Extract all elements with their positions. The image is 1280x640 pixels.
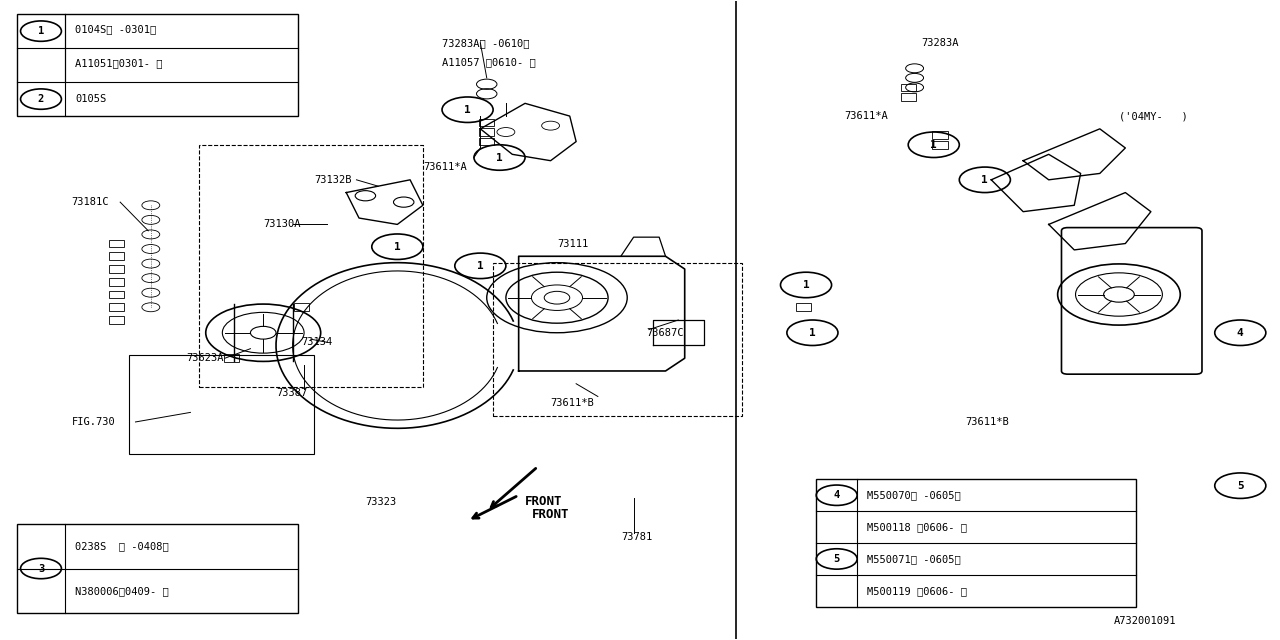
Text: 1: 1: [809, 328, 815, 338]
Text: 73623A: 73623A: [187, 353, 224, 364]
Bar: [901, 93, 916, 100]
Bar: [109, 278, 124, 285]
Text: 73132B: 73132B: [315, 175, 352, 185]
Text: 2: 2: [38, 94, 44, 104]
Text: 0238S  〈 -0408〉: 0238S 〈 -0408〉: [76, 541, 169, 551]
Bar: [901, 84, 916, 92]
Text: 73611*B: 73611*B: [550, 398, 594, 408]
Text: 1: 1: [803, 280, 809, 290]
Text: 5: 5: [833, 554, 840, 564]
Text: 73283A〈 -0610〉: 73283A〈 -0610〉: [442, 38, 530, 48]
Text: 73387: 73387: [276, 388, 307, 398]
Text: ('04MY-   ): ('04MY- ): [1119, 111, 1188, 121]
Text: 73781: 73781: [621, 532, 652, 541]
Text: 1: 1: [394, 242, 401, 252]
Text: N380006〈0409- 〉: N380006〈0409- 〉: [76, 586, 169, 596]
Text: 73111: 73111: [557, 239, 589, 248]
Bar: [109, 316, 124, 324]
Text: 73323: 73323: [365, 497, 397, 507]
Text: A11051〈0301- 〉: A11051〈0301- 〉: [76, 58, 163, 68]
Text: FRONT: FRONT: [531, 508, 568, 521]
Text: 73283A: 73283A: [922, 38, 959, 48]
Text: FRONT: FRONT: [525, 495, 562, 508]
Bar: [109, 291, 124, 298]
Text: 0105S: 0105S: [76, 94, 106, 104]
Text: M500119 〈0606- 〉: M500119 〈0606- 〉: [868, 586, 968, 596]
Text: 73130A: 73130A: [264, 220, 301, 229]
Bar: [479, 118, 494, 126]
Bar: [933, 141, 947, 148]
Bar: [224, 355, 239, 362]
Text: A732001091: A732001091: [1114, 616, 1176, 626]
Bar: [479, 138, 494, 145]
Text: 73134: 73134: [302, 337, 333, 348]
Text: 4: 4: [833, 490, 840, 500]
Bar: [17, 524, 298, 613]
Text: 1: 1: [477, 261, 484, 271]
Text: 1: 1: [497, 152, 503, 163]
Text: A11057 〈0610- 〉: A11057 〈0610- 〉: [442, 57, 536, 67]
Text: 73687C: 73687C: [646, 328, 684, 338]
Text: M550070〈 -0605〉: M550070〈 -0605〉: [868, 490, 961, 500]
Text: 0104S〈 -0301〉: 0104S〈 -0301〉: [76, 24, 156, 35]
Text: 73611*A: 73611*A: [845, 111, 888, 121]
Bar: [17, 14, 298, 116]
Text: M500118 〈0606- 〉: M500118 〈0606- 〉: [868, 522, 968, 532]
Bar: [109, 265, 124, 273]
Bar: [200, 145, 422, 387]
Text: 73611*B: 73611*B: [965, 417, 1010, 427]
Text: M550071〈 -0605〉: M550071〈 -0605〉: [868, 554, 961, 564]
Bar: [129, 355, 315, 454]
Bar: [109, 252, 124, 260]
Text: 1: 1: [38, 26, 44, 36]
Text: 5: 5: [1236, 481, 1244, 491]
Text: FIG.730: FIG.730: [72, 417, 115, 427]
Text: 1: 1: [982, 175, 988, 185]
Text: 1: 1: [931, 140, 937, 150]
Text: 73181C: 73181C: [72, 197, 109, 207]
Bar: [817, 479, 1135, 607]
Text: 1: 1: [465, 105, 471, 115]
Bar: [933, 131, 947, 139]
Text: 73611*A: 73611*A: [422, 162, 467, 172]
Bar: [109, 240, 124, 247]
Bar: [479, 128, 494, 136]
Bar: [796, 303, 812, 311]
Bar: [294, 303, 310, 311]
Text: 3: 3: [38, 563, 44, 573]
Bar: [109, 303, 124, 311]
Text: 4: 4: [1236, 328, 1244, 338]
Bar: [493, 262, 742, 415]
